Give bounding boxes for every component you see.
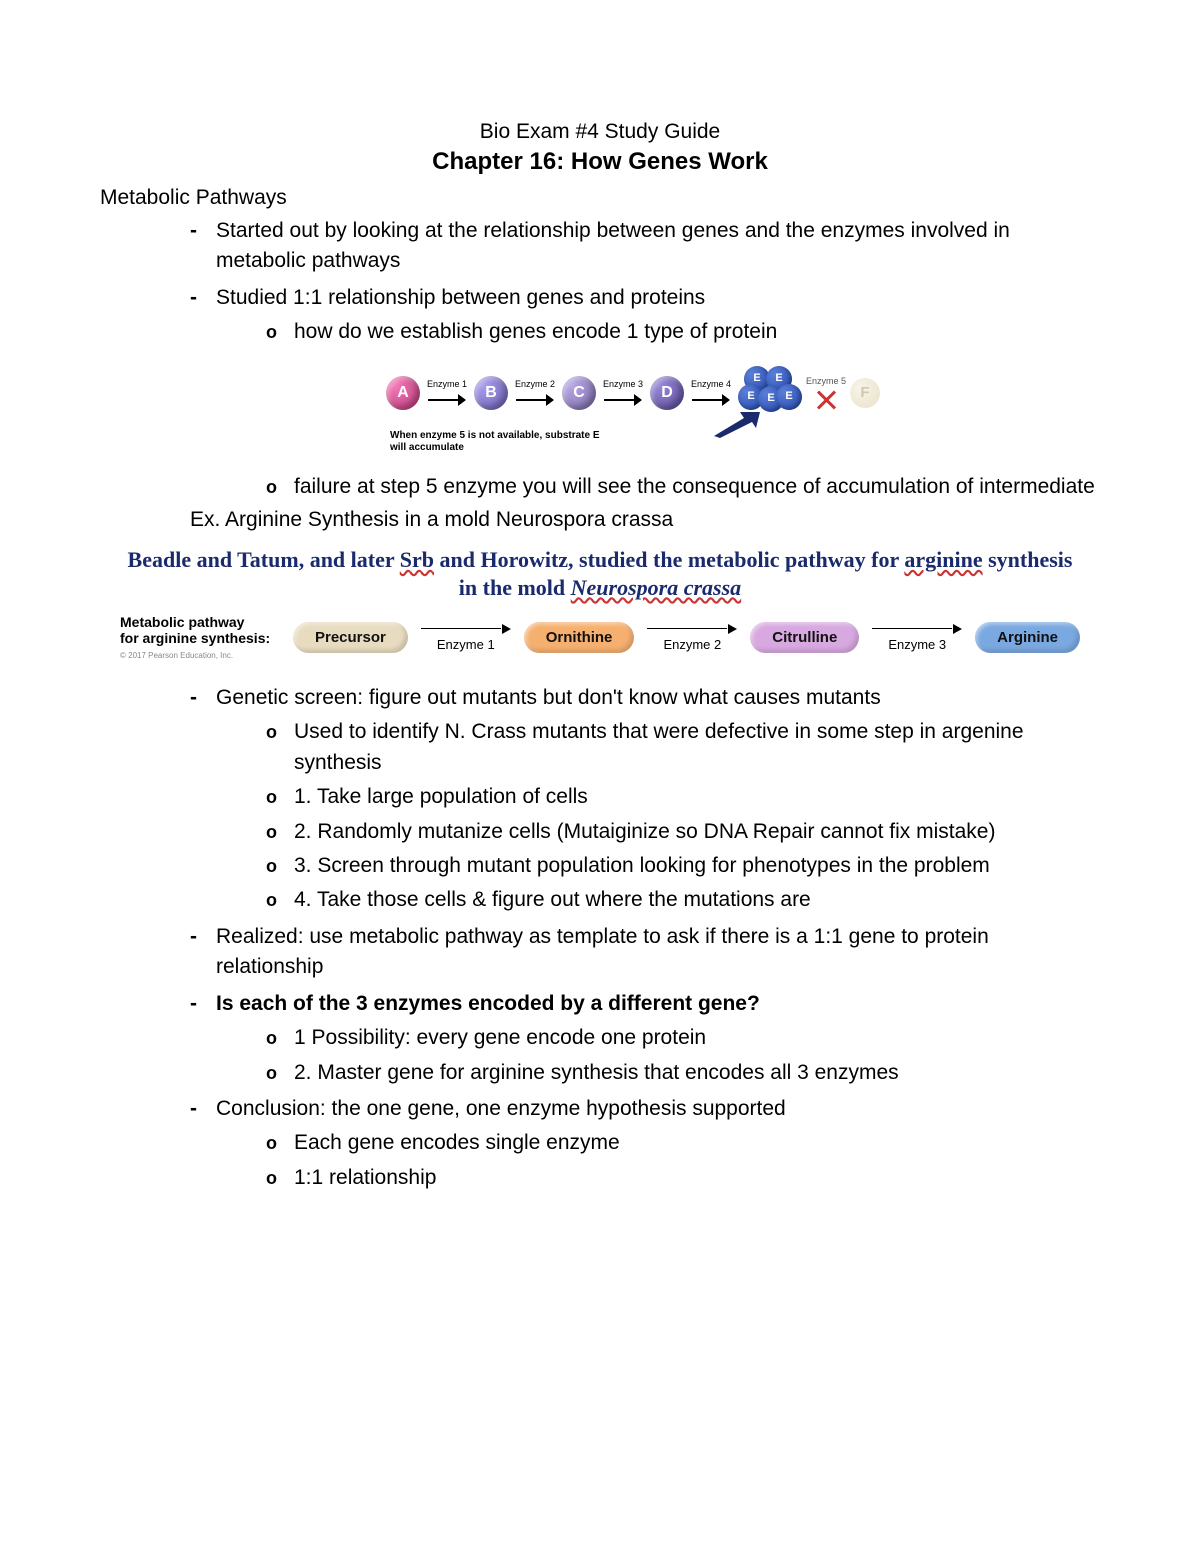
- arrow-icon: [421, 623, 511, 635]
- arrow-wrap: Enzyme 2: [512, 378, 558, 407]
- title-text: Beadle and Tatum, and later: [128, 547, 400, 572]
- sub-item: 3. Screen through mutant population look…: [266, 851, 1100, 881]
- enzyme-label: Enzyme 1: [437, 637, 495, 652]
- main-list-2: Genetic screen: figure out mutants but d…: [100, 683, 1100, 1194]
- sub-item: 2. Randomly mutanize cells (Mutaiginize …: [266, 817, 1100, 847]
- enzyme-label: Enzyme 3: [888, 637, 946, 652]
- arrow-wrap: Enzyme 3: [869, 623, 965, 652]
- pill-ornithine: Ornithine: [524, 622, 635, 653]
- pill-arginine: Arginine: [975, 622, 1080, 653]
- sub-list: Each gene encodes single enzyme 1:1 rela…: [216, 1128, 1100, 1193]
- sub-list: how do we establish genes encode 1 type …: [216, 317, 1100, 347]
- pill-precursor: Precursor: [293, 622, 408, 653]
- sub-list: failure at step 5 enzyme you will see th…: [216, 472, 1100, 502]
- pathway-diagram-1: A Enzyme 1 B Enzyme 2 C Enzyme 3: [386, 366, 946, 454]
- sub-item: 2. Master gene for arginine synthesis th…: [266, 1058, 1100, 1088]
- title-text: and Horowitz, studied the metabolic path…: [434, 547, 904, 572]
- node-c: C: [562, 376, 596, 410]
- enzyme-label: Enzyme 4: [691, 378, 731, 391]
- node-d: D: [650, 376, 684, 410]
- pill-citrulline: Citrulline: [750, 622, 859, 653]
- chapter-title: Chapter 16: How Genes Work: [100, 148, 1100, 176]
- arrow-wrap: Enzyme 4: [688, 378, 734, 407]
- pathway-label: Metabolic pathway for arginine synthesis…: [120, 615, 283, 661]
- sub-item: how do we establish genes encode 1 type …: [266, 317, 1100, 347]
- list-text: Genetic screen: figure out mutants but d…: [216, 686, 881, 709]
- cross-icon: [816, 390, 836, 410]
- cluster-node: E: [776, 384, 802, 410]
- arrow-icon: [604, 393, 642, 407]
- node-a: A: [386, 376, 420, 410]
- arrow-icon: [647, 623, 737, 635]
- big-arrow-icon: [710, 408, 760, 438]
- title-underlined: Srb: [400, 547, 434, 572]
- arrow-wrap: Enzyme 1: [424, 378, 470, 407]
- enzyme-label: Enzyme 1: [427, 378, 467, 391]
- diagram2-row: Metabolic pathway for arginine synthesis…: [120, 615, 1080, 661]
- node-f-faded: F: [850, 378, 880, 408]
- sub-item: 1. Take large population of cells: [266, 782, 1100, 812]
- sub-item: failure at step 5 enzyme you will see th…: [266, 472, 1100, 502]
- list-item: Studied 1:1 relationship between genes a…: [190, 283, 1100, 502]
- arrow-icon: [428, 393, 466, 407]
- accumulation-cluster: E E E E E: [738, 366, 802, 420]
- list-item: Realized: use metabolic pathway as templ…: [190, 922, 1100, 983]
- title-underlined: arginine: [904, 547, 982, 572]
- doc-title: Bio Exam #4 Study Guide: [100, 120, 1100, 144]
- diagram2-title: Beadle and Tatum, and later Srb and Horo…: [120, 546, 1080, 601]
- list-text: Studied 1:1 relationship between genes a…: [216, 286, 705, 309]
- arrow-wrap: Enzyme 2: [644, 623, 740, 652]
- label-text: for arginine synthesis:: [120, 631, 283, 646]
- arginine-pathway-diagram: Beadle and Tatum, and later Srb and Horo…: [120, 546, 1080, 661]
- label-text: Metabolic pathway: [120, 615, 283, 630]
- list-text: Conclusion: the one gene, one enzyme hyp…: [216, 1097, 786, 1120]
- arrow-wrap: Enzyme 1: [418, 623, 514, 652]
- list-item: Started out by looking at the relationsh…: [190, 216, 1100, 277]
- arrow-icon: [692, 393, 730, 407]
- diagram-row: A Enzyme 1 B Enzyme 2 C Enzyme 3: [386, 366, 946, 420]
- enzyme-label: Enzyme 3: [603, 378, 643, 391]
- section-heading: Metabolic Pathways: [100, 186, 1100, 210]
- title-species: Neurospora crassa: [571, 575, 742, 600]
- sub-item: 4. Take those cells & figure out where t…: [266, 885, 1100, 915]
- enzyme-label: Enzyme 5: [806, 375, 846, 388]
- list-item: Genetic screen: figure out mutants but d…: [190, 683, 1100, 916]
- enzyme-label: Enzyme 2: [515, 378, 555, 391]
- node-b: B: [474, 376, 508, 410]
- sub-item: 1 Possibility: every gene encode one pro…: [266, 1023, 1100, 1053]
- copyright-text: © 2017 Pearson Education, Inc.: [120, 652, 283, 661]
- sub-list: 1 Possibility: every gene encode one pro…: [216, 1023, 1100, 1088]
- main-list: Started out by looking at the relationsh…: [100, 216, 1100, 502]
- list-item-bold: Is each of the 3 enzymes encoded by a di…: [190, 989, 1100, 1088]
- sub-list: Used to identify N. Crass mutants that w…: [216, 717, 1100, 916]
- arrow-wrap: Enzyme 3: [600, 378, 646, 407]
- sub-item: Used to identify N. Crass mutants that w…: [266, 717, 1100, 778]
- arrow-icon: [872, 623, 962, 635]
- enzyme-label: Enzyme 2: [663, 637, 721, 652]
- sub-item: 1:1 relationship: [266, 1163, 1100, 1193]
- document-page: Bio Exam #4 Study Guide Chapter 16: How …: [0, 0, 1200, 1259]
- list-text: Is each of the 3 enzymes encoded by a di…: [216, 992, 760, 1015]
- list-item: Conclusion: the one gene, one enzyme hyp…: [190, 1094, 1100, 1193]
- sub-item: Each gene encodes single enzyme: [266, 1128, 1100, 1158]
- example-line: Ex. Arginine Synthesis in a mold Neurosp…: [190, 508, 1100, 532]
- diagram-caption: When enzyme 5 is not available, substrat…: [390, 430, 610, 454]
- arrow-icon: [516, 393, 554, 407]
